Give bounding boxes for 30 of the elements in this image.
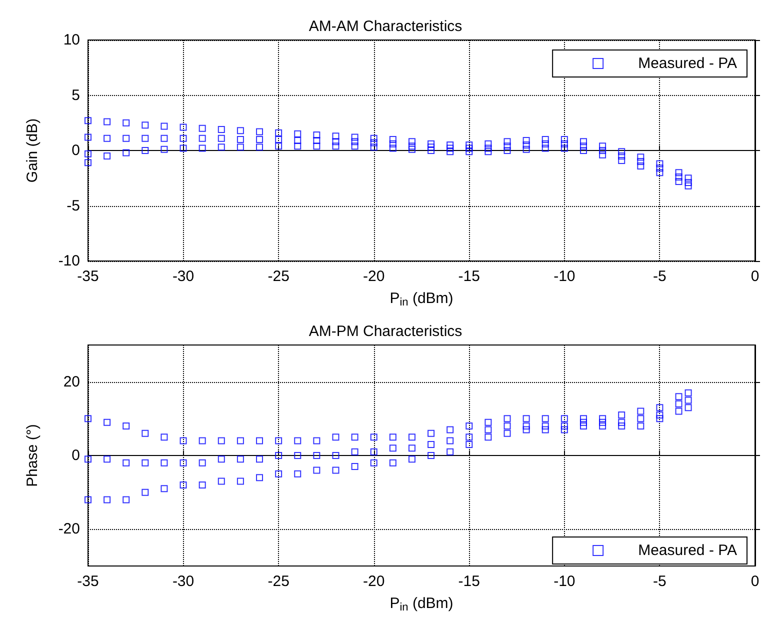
x-tick-label: -25 — [268, 268, 290, 285]
x-tick-label: -15 — [458, 573, 480, 590]
x-tick-label: -5 — [653, 573, 666, 590]
x-tick-label: 0 — [750, 573, 760, 590]
x-tick-label: -35 — [77, 573, 99, 590]
y-tick-label: 0 — [72, 447, 80, 464]
y-axis-title: Phase (°) — [24, 424, 41, 487]
y-tick-label: 5 — [72, 86, 80, 104]
x-tick-label: -30 — [172, 268, 194, 285]
y-tick-label: -20 — [58, 520, 80, 538]
y-tick-label: 10 — [63, 32, 80, 48]
y-tick-label: -5 — [66, 197, 80, 214]
x-tick-label: -25 — [268, 573, 290, 590]
chart-title: AM-AM Characteristics — [308, 18, 462, 35]
x-tick-label: -35 — [77, 268, 99, 285]
legend-label: Measured - PA — [638, 542, 738, 559]
x-tick-label: -30 — [172, 573, 194, 590]
y-axis-title: Gain (dB) — [24, 118, 41, 183]
x-tick-label: -5 — [653, 268, 666, 285]
x-tick-label: -10 — [554, 268, 576, 285]
y-tick-label: 20 — [63, 373, 80, 390]
x-tick-label: -20 — [363, 573, 385, 590]
x-tick-label: -10 — [554, 573, 576, 590]
x-tick-label: -20 — [363, 268, 385, 285]
legend-label: Measured - PA — [638, 55, 738, 72]
x-tick-label: -15 — [458, 268, 480, 285]
y-tick-label: -10 — [58, 252, 80, 270]
chart-title: AM-PM Characteristics — [308, 323, 462, 340]
y-tick-label: 0 — [72, 142, 80, 159]
x-tick-label: 0 — [750, 268, 760, 285]
